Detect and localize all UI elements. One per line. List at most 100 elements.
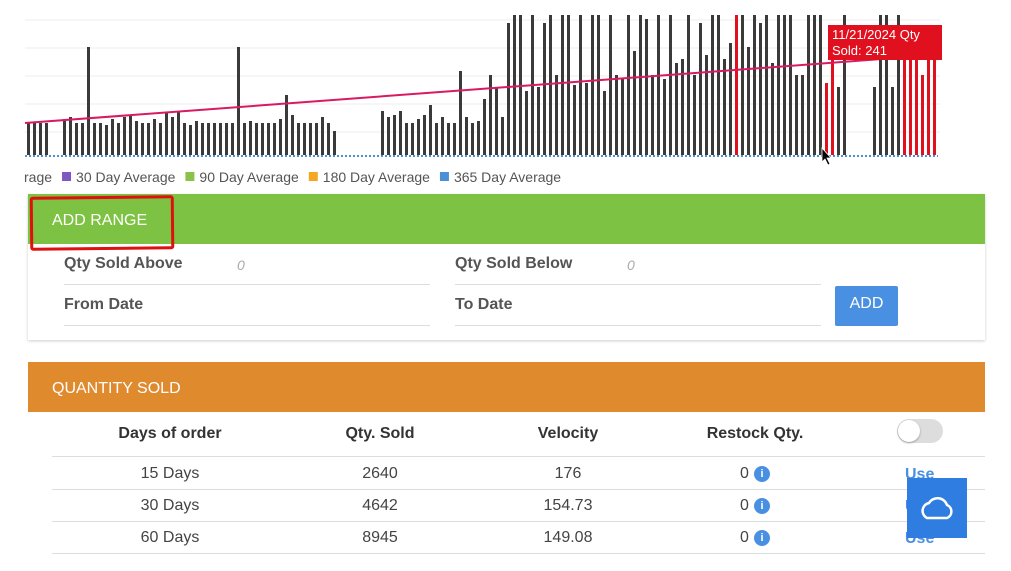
bar	[45, 123, 48, 155]
toggle[interactable]	[897, 419, 943, 443]
bar	[651, 75, 654, 155]
bar	[153, 119, 156, 155]
field-label: Qty Sold Above	[64, 255, 183, 272]
bar	[459, 71, 462, 155]
field-input[interactable]: 0	[237, 257, 245, 273]
legend-swatch	[185, 172, 195, 181]
bar	[609, 15, 612, 155]
bar	[219, 123, 222, 155]
bar	[189, 125, 192, 155]
add-button[interactable]: ADD	[835, 286, 898, 326]
bar	[783, 15, 786, 155]
bar	[273, 123, 276, 155]
bar	[441, 117, 444, 155]
bar	[597, 15, 600, 155]
bar	[495, 87, 498, 155]
bar	[183, 123, 186, 155]
legend-swatch	[62, 172, 72, 181]
bar	[723, 59, 726, 155]
bar	[159, 123, 162, 155]
bar	[921, 75, 924, 155]
bar	[645, 19, 648, 155]
table-cell: 154.73	[543, 497, 593, 514]
table-cell: 15 Days	[140, 465, 200, 482]
bar	[813, 15, 816, 155]
field-label[interactable]: To Date	[455, 296, 513, 313]
bar	[123, 117, 126, 155]
tooltip-text: 11/21/2024 Qty	[832, 27, 920, 42]
bar	[417, 119, 420, 155]
bar	[807, 15, 810, 155]
bar	[759, 23, 762, 155]
bar	[903, 43, 906, 155]
add-range-panel: ADD RANGE Qty Sold Above 0 Qty Sold Belo…	[28, 194, 985, 340]
bar	[819, 15, 822, 155]
bar	[489, 75, 492, 155]
bar	[603, 91, 606, 155]
bar	[909, 35, 912, 155]
bar	[201, 123, 204, 155]
bar	[699, 23, 702, 155]
row-line	[52, 521, 985, 522]
bar	[435, 123, 438, 155]
bar	[669, 15, 672, 155]
table-cell: 2640	[362, 465, 398, 482]
panel-title: QUANTITY SOLD	[52, 380, 181, 397]
bar	[231, 123, 234, 155]
bar	[99, 123, 102, 155]
table-cell: 8945	[362, 529, 398, 546]
bar	[387, 117, 390, 155]
field-underline	[64, 284, 430, 285]
bar	[873, 87, 876, 155]
bar	[69, 117, 72, 155]
field-underline	[64, 325, 430, 326]
bar	[213, 123, 216, 155]
info-icon: i	[754, 498, 770, 514]
bar	[525, 91, 528, 155]
bar	[843, 15, 846, 155]
legend-swatch	[439, 172, 449, 181]
bar	[117, 123, 120, 155]
table-cell: 30 Days	[140, 497, 200, 514]
bar	[453, 123, 456, 155]
bar	[93, 123, 96, 155]
panel-header	[28, 362, 985, 412]
legend-label: 180 Day Average	[323, 169, 430, 185]
bar	[141, 123, 144, 155]
bar	[681, 59, 684, 155]
column-header: Restock Qty.	[706, 425, 804, 442]
table-cell: 60 Days	[140, 529, 200, 546]
bar	[177, 111, 180, 155]
bar	[309, 123, 312, 155]
field-label: Qty Sold Below	[455, 255, 573, 272]
bar	[405, 123, 408, 155]
field-input[interactable]: 0	[627, 257, 635, 273]
field-underline	[455, 284, 821, 285]
cloud-widget[interactable]	[907, 478, 967, 538]
bar	[777, 15, 780, 155]
trend-line	[24, 54, 937, 124]
bar	[27, 123, 30, 155]
bar	[579, 15, 582, 155]
bar	[483, 99, 486, 155]
bar	[555, 75, 558, 155]
bar	[393, 115, 396, 155]
bar	[537, 87, 540, 155]
bar	[561, 15, 564, 155]
bar	[135, 121, 138, 155]
bar	[411, 123, 414, 155]
bar	[639, 15, 642, 155]
bar	[249, 121, 252, 155]
bar	[795, 75, 798, 155]
row-line	[52, 489, 985, 490]
bar	[825, 83, 828, 155]
bar	[477, 121, 480, 155]
table-cell: 176	[554, 465, 582, 482]
bar	[693, 75, 696, 155]
field-label[interactable]: From Date	[64, 296, 144, 313]
bar	[333, 131, 336, 155]
bar	[543, 23, 546, 155]
bar	[879, 15, 882, 155]
tooltip	[828, 25, 942, 60]
